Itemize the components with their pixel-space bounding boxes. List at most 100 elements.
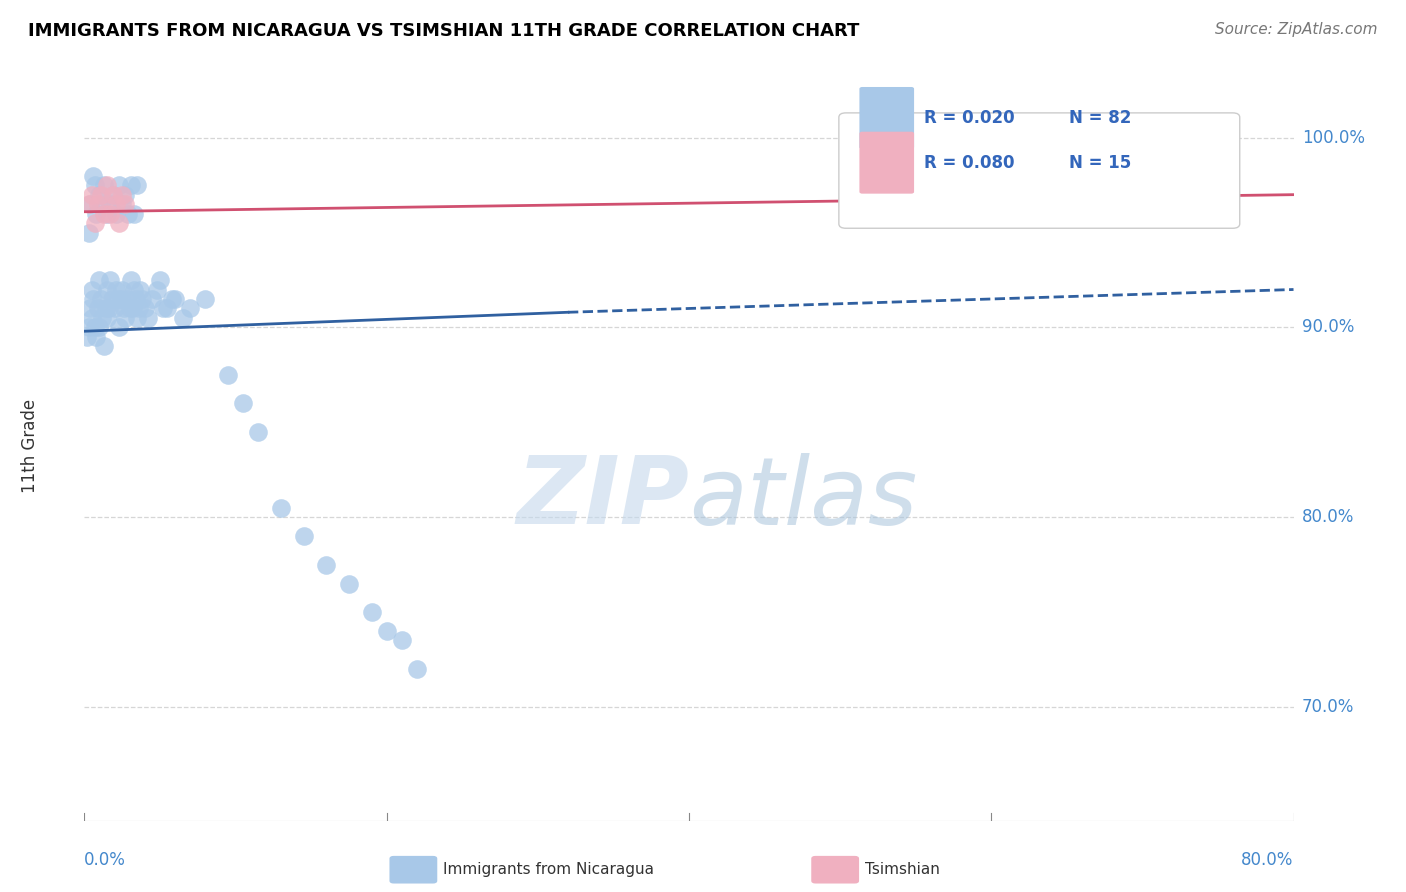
Point [194, 292, 217, 306]
Point [141, 292, 163, 306]
Point [108, 178, 131, 193]
Point [84, 216, 107, 230]
Point [79, 197, 101, 211]
Text: 90.0%: 90.0% [1302, 318, 1354, 336]
Point [149, 273, 172, 287]
Point [90, 187, 112, 202]
Point [105, 197, 128, 211]
Point [172, 310, 194, 325]
Point [90, 292, 112, 306]
Point [118, 301, 141, 316]
Point [128, 301, 150, 316]
Point [165, 292, 187, 306]
Point [131, 292, 153, 306]
Point [122, 206, 145, 220]
Point [104, 301, 127, 316]
Text: 80.0%: 80.0% [1302, 508, 1354, 526]
Point [1011, 197, 1033, 211]
Point [232, 396, 254, 410]
Point [86, 206, 108, 220]
Point [98, 197, 121, 211]
Point [91, 310, 114, 325]
Point [105, 283, 128, 297]
Point [111, 187, 134, 202]
Point [93, 339, 115, 353]
Point [80, 283, 103, 297]
Text: atlas: atlas [689, 453, 917, 544]
Point [115, 292, 138, 306]
Text: IMMIGRANTS FROM NICARAGUA VS TSIMSHIAN 11TH GRADE CORRELATION CHART: IMMIGRANTS FROM NICARAGUA VS TSIMSHIAN 1… [28, 22, 859, 40]
Point [108, 320, 131, 334]
Point [156, 301, 179, 316]
Point [111, 283, 134, 297]
Point [80, 187, 103, 202]
Point [96, 178, 118, 193]
Point [77, 226, 100, 240]
Point [122, 283, 145, 297]
Point [111, 197, 134, 211]
Point [270, 500, 292, 515]
Point [179, 301, 201, 316]
Point [112, 301, 135, 316]
Point [82, 169, 104, 183]
Point [79, 301, 101, 316]
Point [82, 292, 104, 306]
Point [96, 310, 118, 325]
Text: Source: ZipAtlas.com: Source: ZipAtlas.com [1215, 22, 1378, 37]
Point [120, 178, 142, 193]
Point [96, 206, 118, 220]
Text: Immigrants from Nicaragua: Immigrants from Nicaragua [443, 863, 654, 877]
Point [76, 330, 98, 344]
Point [375, 624, 398, 638]
Point [86, 330, 108, 344]
Text: 80.0%: 80.0% [1241, 851, 1294, 869]
Point [337, 576, 360, 591]
Point [89, 187, 111, 202]
Point [89, 273, 111, 287]
Point [127, 310, 149, 325]
Point [129, 283, 152, 297]
Point [152, 301, 174, 316]
Point [77, 197, 100, 211]
Text: 100.0%: 100.0% [1302, 128, 1365, 147]
Point [80, 310, 103, 325]
Point [97, 301, 120, 316]
Point [160, 292, 183, 306]
Point [136, 310, 159, 325]
Point [84, 320, 107, 334]
Text: 0.0%: 0.0% [84, 851, 127, 869]
Point [247, 425, 270, 439]
Point [101, 187, 124, 202]
Point [107, 292, 129, 306]
Point [391, 633, 413, 648]
Point [87, 197, 110, 211]
Point [406, 662, 429, 676]
Point [89, 320, 111, 334]
Point [125, 292, 148, 306]
Point [100, 292, 122, 306]
Text: N = 15: N = 15 [1070, 154, 1132, 172]
Point [101, 187, 124, 202]
Point [84, 178, 107, 193]
Point [127, 178, 149, 193]
Text: Tsimshian: Tsimshian [865, 863, 939, 877]
Point [77, 320, 100, 334]
Point [217, 368, 239, 382]
Point [110, 292, 132, 306]
Point [114, 197, 136, 211]
Point [94, 301, 117, 316]
Text: N = 82: N = 82 [1070, 110, 1132, 128]
Point [117, 206, 139, 220]
Point [98, 273, 121, 287]
Point [105, 206, 128, 220]
Point [1033, 206, 1056, 220]
Point [93, 178, 115, 193]
Text: R = 0.020: R = 0.020 [924, 110, 1015, 128]
Point [146, 283, 169, 297]
Point [315, 558, 337, 572]
Point [121, 301, 143, 316]
Text: ZIP: ZIP [516, 452, 689, 544]
Point [87, 301, 110, 316]
Point [114, 187, 136, 202]
Point [292, 529, 315, 543]
